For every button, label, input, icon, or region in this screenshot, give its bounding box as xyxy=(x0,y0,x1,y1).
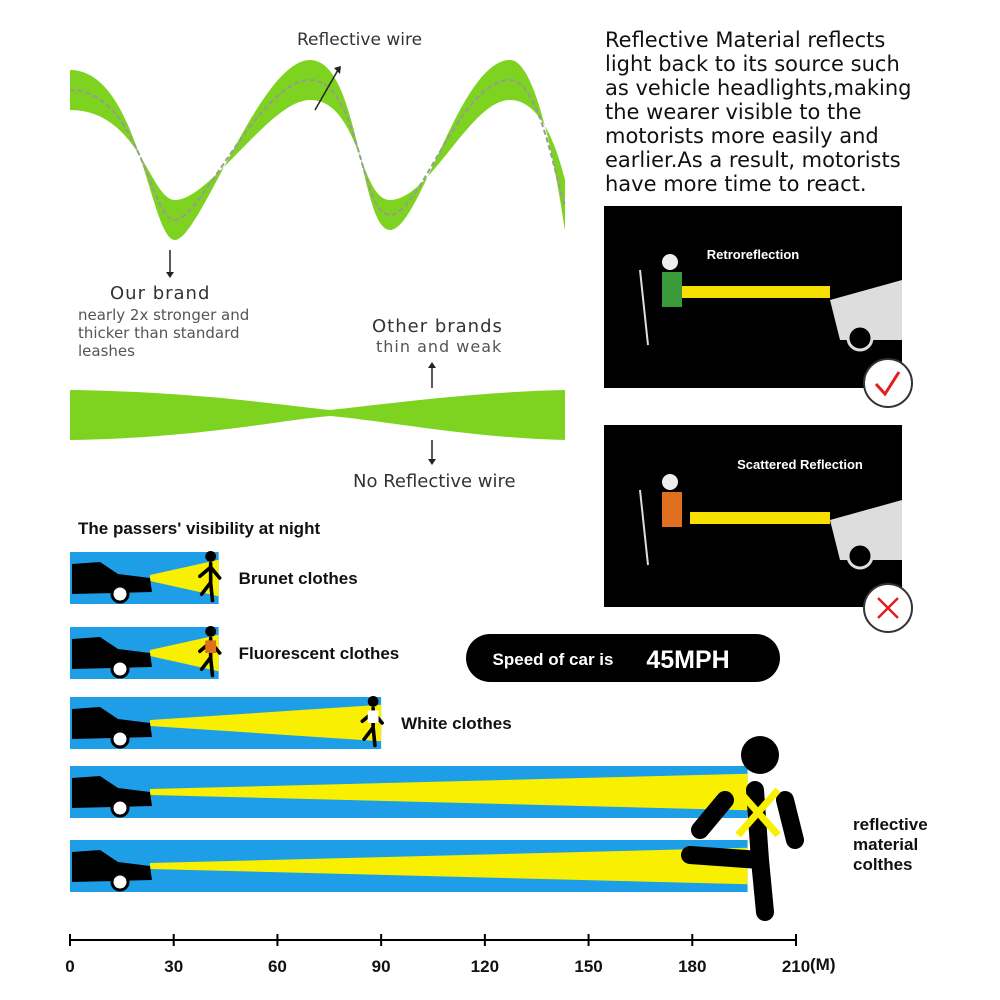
no-reflective: No Reflective wire xyxy=(353,471,516,492)
panel-title: Scattered Reflection xyxy=(737,457,863,472)
light-beam xyxy=(150,847,748,885)
retroreflection-panel xyxy=(604,206,913,408)
leash-thin xyxy=(70,362,565,465)
x-tick-label: 30 xyxy=(164,957,183,976)
category-label: Brunet clothes xyxy=(239,569,358,588)
x-tick-label: 180 xyxy=(678,957,706,976)
person-head xyxy=(367,696,379,707)
x-unit: (M) xyxy=(810,955,835,974)
category-label: White clothes xyxy=(401,714,512,733)
x-tick-label: 90 xyxy=(372,957,391,976)
reflective-label: Reflective wire xyxy=(297,30,423,50)
leash-spiral xyxy=(69,60,566,278)
speed-pill xyxy=(466,634,780,682)
person-body xyxy=(198,561,222,603)
light-beam xyxy=(150,634,219,672)
speed-value: 45MPH xyxy=(646,646,729,674)
other-brands-note: thin and weak xyxy=(376,337,503,356)
speed-label: Speed of car is xyxy=(493,650,614,669)
person-shirt xyxy=(205,640,217,653)
light-beam xyxy=(150,773,748,811)
person-shirt xyxy=(367,710,379,723)
x-tick-label: 60 xyxy=(268,957,287,976)
scattered-panel xyxy=(604,425,913,633)
runner-head xyxy=(741,736,779,774)
light-beam xyxy=(150,704,382,742)
car-icon xyxy=(72,850,152,882)
x-tick-label: 210 xyxy=(782,957,810,976)
car-icon xyxy=(72,707,152,739)
car-icon xyxy=(72,776,152,808)
other-brands: Other brands xyxy=(372,316,503,337)
car-wheel xyxy=(110,729,130,749)
runner-body xyxy=(681,781,804,921)
person-head xyxy=(205,551,217,562)
our-brand-note: nearly 2x stronger and thicker than stan… xyxy=(78,306,250,360)
car-icon xyxy=(72,562,152,594)
x-tick-label: 120 xyxy=(471,957,499,976)
explanation: Reflective Material reflects light back … xyxy=(605,28,912,196)
x-tick-label: 0 xyxy=(65,957,74,976)
car-wheel xyxy=(110,659,130,679)
chart-title: The passers' visibility at night xyxy=(78,519,320,538)
person-head xyxy=(205,626,217,637)
car-wheel xyxy=(110,798,130,818)
category-label: Fluorescent clothes xyxy=(239,644,400,663)
reflective-vest xyxy=(735,787,781,838)
car-icon xyxy=(72,637,152,669)
car-wheel xyxy=(110,872,130,892)
category-label: reflective material colthes xyxy=(853,815,928,874)
car-wheel xyxy=(110,584,130,604)
panel-title: Retroreflection xyxy=(707,247,800,262)
x-tick-label: 150 xyxy=(574,957,602,976)
light-beam xyxy=(150,559,219,597)
our-brand: Our brand xyxy=(110,283,211,304)
